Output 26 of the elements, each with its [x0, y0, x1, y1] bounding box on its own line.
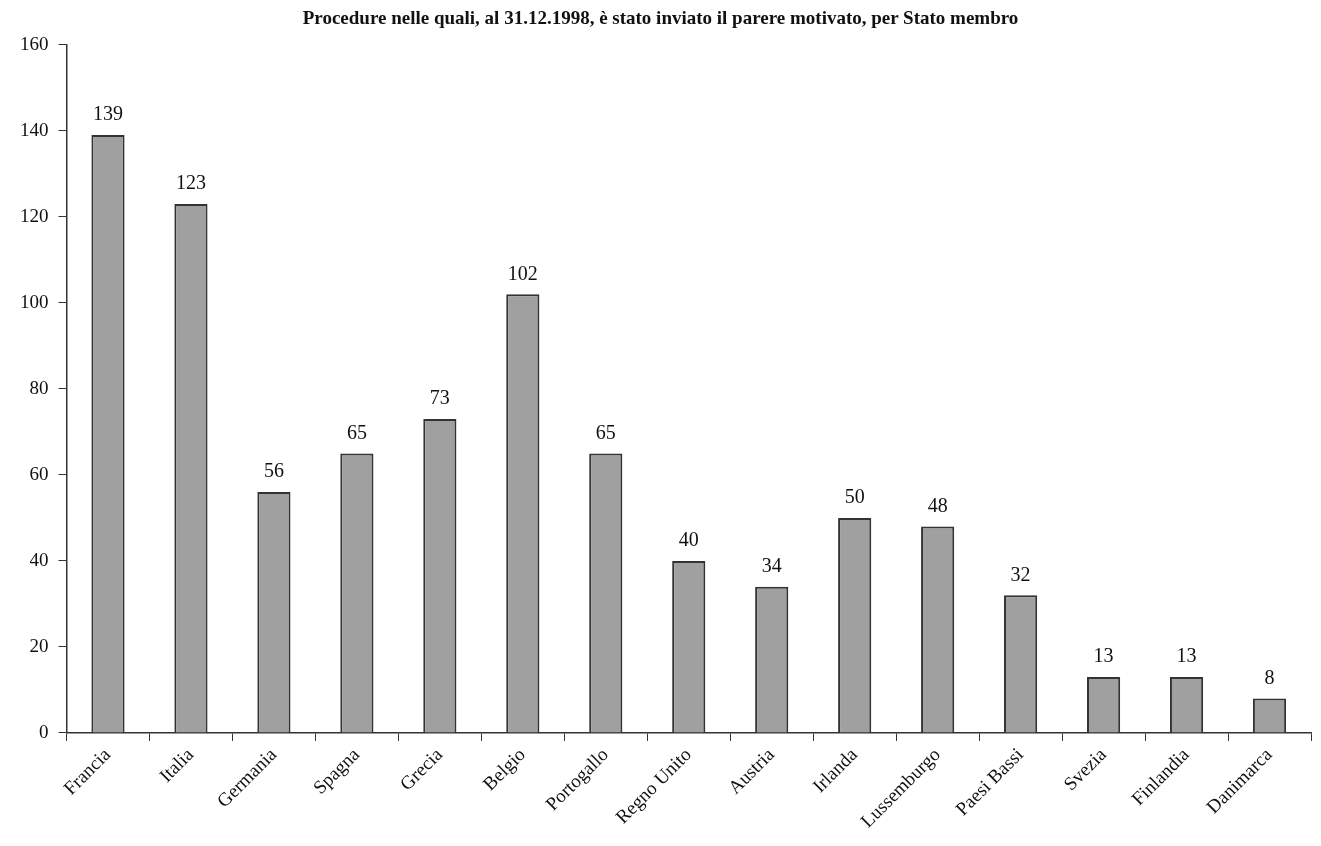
data-label: 50 [844, 485, 865, 508]
y-tick-label: 60 [29, 462, 49, 484]
data-label: 56 [263, 459, 284, 482]
y-tick-label: 40 [29, 548, 49, 570]
data-label: 8 [1264, 665, 1275, 688]
y-tick-label: 20 [29, 634, 49, 656]
data-label: 102 [507, 261, 538, 284]
data-label: 13 [1176, 644, 1197, 667]
data-label: 48 [927, 493, 948, 516]
data-label: 32 [1010, 562, 1031, 585]
y-tick-label: 160 [20, 32, 49, 54]
y-tick-label: 140 [20, 118, 49, 140]
y-tick-label: 100 [20, 290, 49, 312]
x-tick-label: Italia [154, 743, 198, 786]
data-label: 73 [429, 386, 450, 409]
y-tick-label: 80 [29, 376, 49, 398]
data-label: 13 [1093, 644, 1114, 667]
data-label: 40 [678, 528, 699, 551]
data-label: 65 [595, 420, 616, 443]
data-label: 34 [761, 553, 782, 576]
y-tick-label: 0 [39, 720, 49, 742]
y-tick-label: 120 [20, 204, 49, 226]
data-label: 65 [346, 420, 367, 443]
data-label: 139 [92, 102, 123, 125]
data-label: 123 [175, 171, 206, 194]
chart-title: Procedure nelle quali, al 31.12.1998, è stato inviato il parere motivato, per Stato membro [302, 7, 1019, 29]
